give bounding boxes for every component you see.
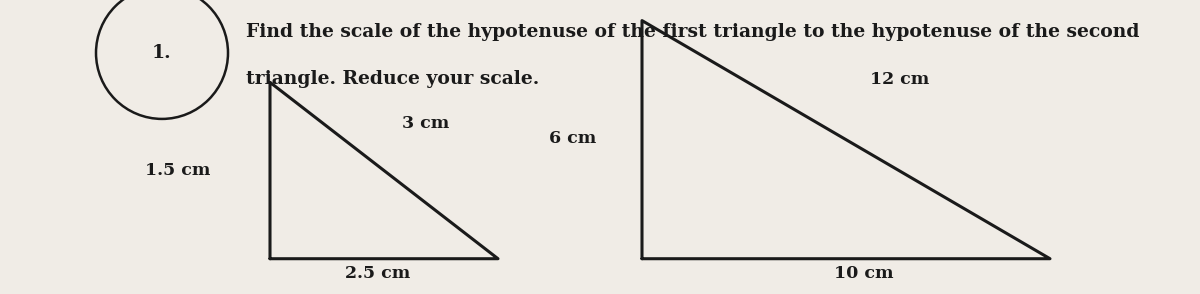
Text: triangle. Reduce your scale.: triangle. Reduce your scale. [246,70,539,88]
Text: Find the scale of the hypotenuse of the first triangle to the hypotenuse of the : Find the scale of the hypotenuse of the … [246,23,1140,41]
Text: 12 cm: 12 cm [870,71,929,88]
Text: 1.5 cm: 1.5 cm [145,162,210,179]
Text: 1.: 1. [152,44,172,62]
Text: 6 cm: 6 cm [550,130,596,147]
Text: 3 cm: 3 cm [402,115,449,132]
Text: 2.5 cm: 2.5 cm [346,265,410,282]
Text: 10 cm: 10 cm [834,265,894,282]
